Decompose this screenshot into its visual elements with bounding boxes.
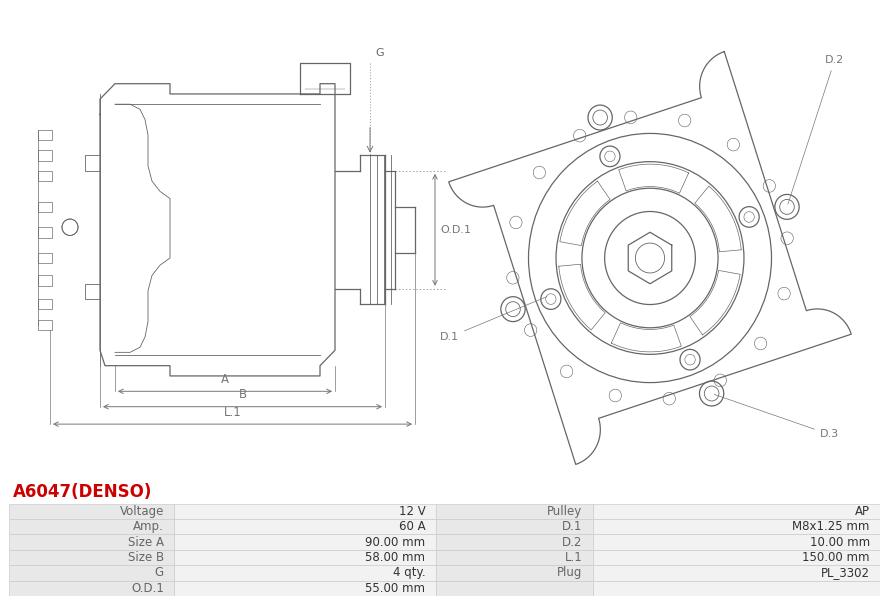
Bar — [38, 275, 52, 285]
Text: PL_3302: PL_3302 — [821, 566, 869, 579]
Bar — [38, 253, 52, 263]
Bar — [436, 504, 593, 519]
Text: L.1: L.1 — [224, 406, 242, 419]
Text: D.1: D.1 — [562, 520, 582, 533]
Text: Size B: Size B — [128, 551, 164, 564]
Bar — [9, 550, 174, 565]
Text: G: G — [375, 48, 384, 58]
Text: Pulley: Pulley — [547, 505, 582, 518]
Bar — [593, 550, 880, 565]
Bar — [593, 519, 880, 535]
Bar — [436, 535, 593, 550]
Bar — [9, 504, 174, 519]
Bar — [174, 581, 436, 596]
Bar — [38, 299, 52, 309]
Text: 60 A: 60 A — [398, 520, 425, 533]
Text: A: A — [221, 373, 229, 386]
Text: 12 V: 12 V — [398, 505, 425, 518]
Text: 58.00 mm: 58.00 mm — [365, 551, 425, 564]
Bar — [593, 504, 880, 519]
Text: D.2: D.2 — [788, 55, 845, 204]
Bar — [38, 171, 52, 181]
Bar — [593, 581, 880, 596]
Bar — [38, 130, 52, 140]
Text: Size A: Size A — [128, 536, 164, 548]
Bar — [38, 319, 52, 330]
Bar — [38, 150, 52, 160]
Bar — [174, 535, 436, 550]
Text: Voltage: Voltage — [120, 505, 164, 518]
Text: O.D.1: O.D.1 — [440, 225, 471, 235]
Text: 150.00 mm: 150.00 mm — [802, 551, 869, 564]
Text: G: G — [155, 566, 164, 579]
Bar — [593, 535, 880, 550]
Text: 4 qty.: 4 qty. — [393, 566, 425, 579]
Bar — [436, 581, 593, 596]
Text: O.D.1: O.D.1 — [131, 582, 164, 595]
Bar — [9, 535, 174, 550]
Text: L.1: L.1 — [565, 551, 582, 564]
Bar — [174, 519, 436, 535]
Bar — [9, 519, 174, 535]
Text: D.1: D.1 — [440, 297, 547, 342]
Text: 55.00 mm: 55.00 mm — [365, 582, 425, 595]
Bar — [593, 565, 880, 581]
Text: Amp.: Amp. — [133, 520, 164, 533]
Bar — [9, 565, 174, 581]
Bar — [174, 550, 436, 565]
Text: D.2: D.2 — [562, 536, 582, 548]
Text: A6047(DENSO): A6047(DENSO) — [13, 483, 153, 501]
Bar — [436, 550, 593, 565]
Text: 90.00 mm: 90.00 mm — [365, 536, 425, 548]
Bar — [9, 581, 174, 596]
Bar — [436, 519, 593, 535]
Bar — [38, 201, 52, 212]
Text: AP: AP — [854, 505, 869, 518]
Bar — [436, 565, 593, 581]
Text: 10.00 mm: 10.00 mm — [810, 536, 869, 548]
Text: D.3: D.3 — [714, 395, 839, 439]
Text: B: B — [238, 389, 246, 402]
Bar — [174, 565, 436, 581]
Bar — [38, 227, 52, 237]
Text: M8x1.25 mm: M8x1.25 mm — [792, 520, 869, 533]
Text: Plug: Plug — [557, 566, 582, 579]
Bar — [174, 504, 436, 519]
